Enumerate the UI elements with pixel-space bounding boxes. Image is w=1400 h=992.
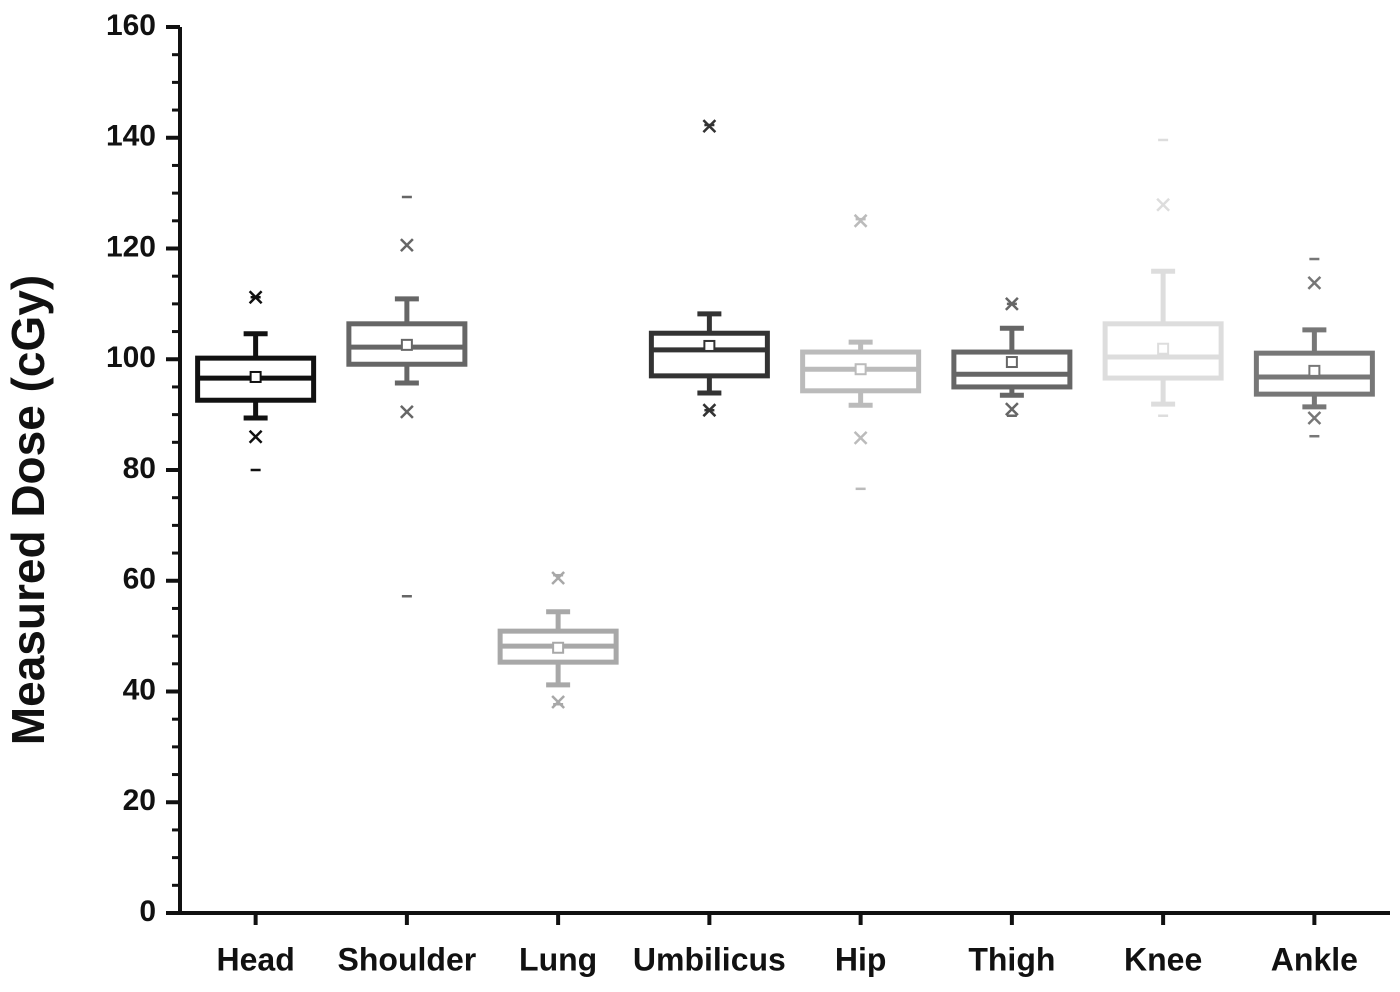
- y-tick-label: 140: [106, 120, 156, 153]
- y-tick-label: 80: [123, 452, 156, 485]
- outlier: [551, 695, 566, 709]
- mean: [400, 338, 413, 351]
- outlier: [1156, 197, 1171, 212]
- y-tick-label: 100: [106, 341, 156, 374]
- y-axis-label: Measured Dose (cGy): [2, 275, 54, 745]
- y-tick-label: 120: [106, 230, 156, 263]
- outlier: [1307, 275, 1322, 290]
- mean: [1308, 364, 1321, 377]
- mean: [703, 339, 716, 352]
- x-tick-label: Hip: [835, 941, 887, 977]
- y-tick-label: 0: [139, 895, 156, 928]
- x-tick-label: Knee: [1124, 941, 1202, 977]
- outlier: [551, 571, 566, 585]
- outlier: [1307, 411, 1322, 425]
- outlier: [853, 213, 868, 228]
- x-tick-label: Ankle: [1271, 941, 1358, 977]
- box: [346, 321, 468, 367]
- mean: [854, 363, 867, 376]
- mean: [249, 370, 262, 383]
- mean: [1157, 342, 1170, 355]
- x-tick-label: Head: [217, 941, 295, 977]
- box: [648, 330, 770, 379]
- outlier: [248, 429, 263, 444]
- x-tick-label: Shoulder: [338, 941, 477, 977]
- x-tick-label: Umbilicus: [633, 941, 786, 977]
- y-tick-label: 40: [123, 673, 156, 706]
- y-tick-label: 20: [123, 784, 156, 817]
- x-tick-label: Thigh: [968, 941, 1055, 977]
- outlier: [399, 238, 414, 253]
- y-tick-label: 160: [106, 9, 156, 42]
- y-tick-label: 60: [123, 563, 156, 596]
- mean: [552, 641, 565, 654]
- mean: [1005, 356, 1018, 369]
- x-tick-label: Lung: [519, 941, 597, 977]
- outlier: [1004, 402, 1019, 416]
- outlier: [399, 404, 414, 419]
- outlier: [853, 430, 868, 445]
